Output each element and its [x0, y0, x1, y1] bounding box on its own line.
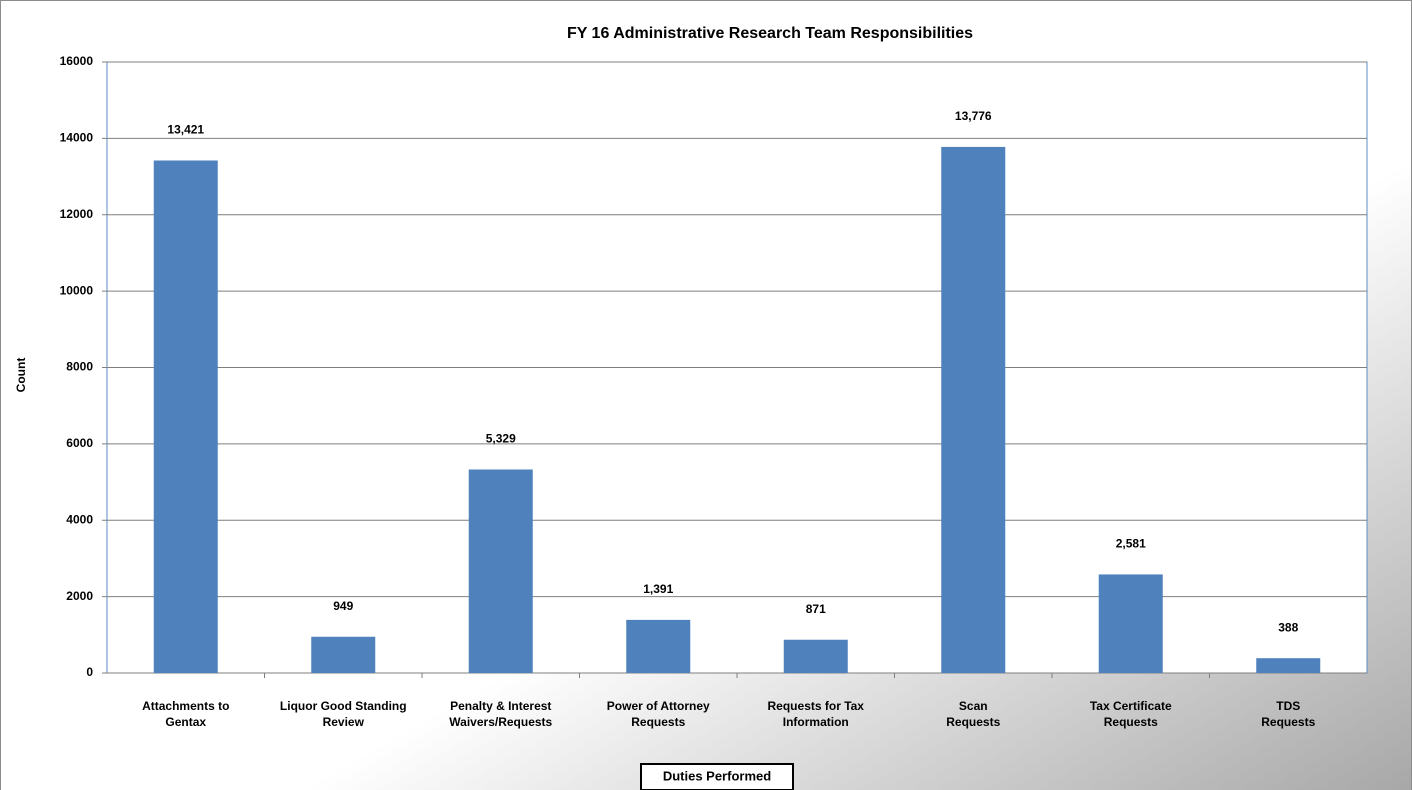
- bar: [941, 146, 1006, 673]
- bar: [626, 619, 691, 673]
- y-tick-label: 16000: [60, 54, 94, 68]
- x-tick-label: Penalty & Interest: [450, 699, 551, 713]
- x-tick-label: Waivers/Requests: [449, 715, 552, 729]
- bar: [468, 469, 533, 673]
- data-label: 2,581: [1116, 537, 1146, 551]
- x-tick-label: Power of Attorney: [607, 699, 710, 713]
- data-label: 13,776: [955, 109, 992, 123]
- y-tick-label: 4000: [66, 512, 93, 526]
- x-tick-label: Liquor Good Standing: [280, 699, 407, 713]
- x-tick-label: TDS: [1276, 699, 1300, 713]
- x-axis-title: Duties Performed: [663, 768, 771, 783]
- y-tick-label: 8000: [66, 360, 93, 374]
- bar: [1256, 658, 1321, 673]
- y-tick-label: 14000: [60, 131, 94, 145]
- x-tick-label: Review: [323, 715, 365, 729]
- x-tick-label: Requests: [1104, 715, 1158, 729]
- bar: [153, 160, 218, 673]
- y-tick-label: 6000: [66, 436, 93, 450]
- y-tick-label: 2000: [66, 589, 93, 603]
- x-tick-label: Requests: [631, 715, 685, 729]
- bar: [311, 636, 376, 673]
- data-label: 1,391: [643, 582, 673, 596]
- chart-title: FY 16 Administrative Research Team Respo…: [567, 25, 973, 42]
- data-label: 871: [806, 602, 826, 616]
- data-label: 5,329: [486, 432, 516, 446]
- x-tick-label: Tax Certificate: [1090, 699, 1172, 713]
- x-tick-label: Gentax: [165, 715, 206, 729]
- x-axis-title-box: [640, 763, 794, 790]
- x-tick-label: Requests: [946, 715, 1000, 729]
- data-label: 949: [333, 599, 353, 613]
- y-tick-label: 12000: [60, 207, 94, 221]
- x-tick-label: Attachments to: [142, 699, 229, 713]
- data-label: 13,421: [167, 123, 204, 137]
- y-tick-label: 0: [86, 665, 93, 679]
- x-tick-label: Scan: [959, 699, 988, 713]
- bar: [1098, 574, 1163, 673]
- data-label: 388: [1278, 620, 1298, 634]
- y-tick-label: 10000: [60, 283, 94, 297]
- x-tick-label: Requests: [1261, 715, 1315, 729]
- y-axis-title: Count: [14, 358, 28, 393]
- x-tick-label: Requests for Tax: [768, 699, 865, 713]
- bar: [783, 639, 848, 673]
- x-tick-label: Information: [783, 715, 849, 729]
